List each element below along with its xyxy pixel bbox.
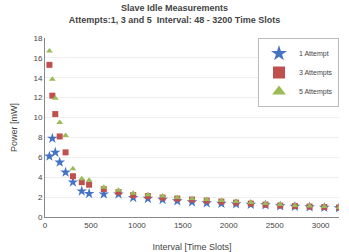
svg-text:0: 0 bbox=[38, 213, 43, 222]
svg-text:2500: 2500 bbox=[266, 221, 284, 230]
svg-text:2000: 2000 bbox=[220, 221, 238, 230]
svg-text:3 Attempts: 3 Attempts bbox=[299, 69, 333, 77]
svg-text:16: 16 bbox=[33, 54, 42, 63]
svg-text:2: 2 bbox=[38, 193, 43, 202]
svg-text:1500: 1500 bbox=[174, 221, 192, 230]
svg-text:12: 12 bbox=[33, 93, 42, 102]
svg-text:5 Attempts: 5 Attempts bbox=[299, 88, 333, 96]
svg-text:Power [mW]: Power [mW] bbox=[9, 103, 19, 152]
svg-text:6: 6 bbox=[38, 153, 43, 162]
svg-text:10: 10 bbox=[33, 113, 42, 122]
svg-text:0: 0 bbox=[43, 221, 48, 230]
svg-text:14: 14 bbox=[33, 74, 42, 83]
svg-text:1 Attempt: 1 Attempt bbox=[299, 50, 329, 58]
svg-text:500: 500 bbox=[84, 221, 98, 230]
svg-text:3000: 3000 bbox=[312, 221, 330, 230]
svg-text:1000: 1000 bbox=[128, 221, 146, 230]
svg-text:8: 8 bbox=[38, 133, 43, 142]
svg-text:18: 18 bbox=[33, 34, 42, 43]
svg-text:Slave Idle MeasurementsAttempt: Slave Idle MeasurementsAttempts:1, 3 and… bbox=[69, 3, 280, 25]
svg-text:Interval [Time Slots]: Interval [Time Slots] bbox=[152, 242, 231, 252]
svg-text:4: 4 bbox=[38, 173, 43, 182]
